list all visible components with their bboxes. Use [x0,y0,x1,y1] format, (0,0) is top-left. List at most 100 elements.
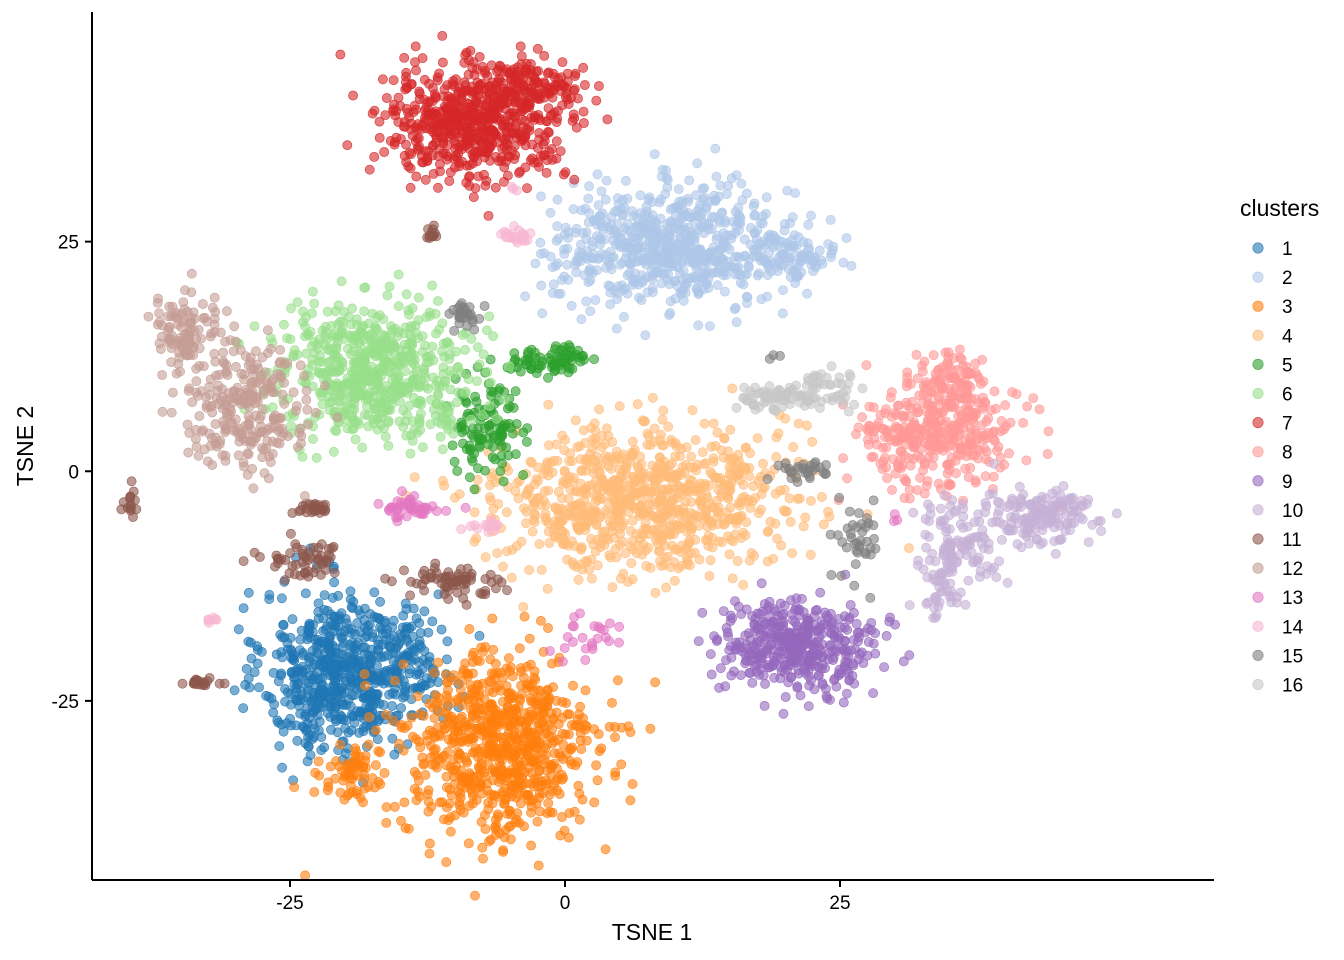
point [628,210,639,221]
point [606,211,617,222]
point [684,175,695,186]
point [642,439,653,450]
point [526,807,536,818]
point [613,675,623,686]
point [358,369,368,380]
point [711,171,722,182]
point [411,795,422,806]
point [861,360,872,371]
point [448,76,459,86]
point [369,105,380,116]
point [468,791,478,801]
point [380,339,391,350]
point [330,612,340,622]
point [271,649,282,660]
point [309,298,320,309]
point [240,680,251,690]
point [578,106,589,117]
point [600,844,611,855]
point [548,682,558,693]
point [633,243,644,254]
point [665,308,676,318]
point [570,415,581,426]
point [566,93,576,103]
point [413,292,424,303]
point [488,430,499,441]
point [387,701,397,711]
point [564,508,574,519]
point [492,668,503,679]
point [734,217,745,228]
point [699,192,710,203]
point [437,797,447,807]
point [345,628,356,638]
point [417,157,428,167]
point [495,761,506,772]
point [766,266,777,277]
point [303,685,314,696]
point [316,390,327,401]
point [614,401,625,412]
point [273,717,284,728]
point [457,420,468,430]
point [557,57,568,67]
point [441,654,452,665]
point [513,493,524,504]
point [1042,449,1053,459]
point [442,636,453,647]
point [1007,387,1018,398]
point [733,269,744,280]
point [381,818,392,828]
point [749,210,760,220]
point [866,452,877,463]
point [392,361,403,371]
point [744,555,755,566]
point [430,308,441,319]
point [525,99,535,110]
point [512,477,523,488]
point [592,484,603,495]
point [457,676,467,687]
point [555,146,566,156]
point [552,455,563,466]
point [543,352,554,363]
point [607,582,618,593]
point [641,561,652,571]
point [407,377,417,388]
point [414,416,425,427]
point [534,792,544,803]
point [771,432,782,443]
point [273,676,284,687]
point [665,296,676,307]
point [880,408,890,418]
point [345,594,356,605]
point [428,727,438,738]
point [409,100,420,111]
point [532,816,543,827]
point [520,291,530,302]
point [370,340,381,350]
point [437,751,448,762]
point [233,624,244,635]
point [805,549,816,560]
point [762,527,773,537]
point [504,666,515,677]
point [401,82,412,93]
point [484,401,495,411]
point [633,540,644,551]
point [423,796,434,807]
point [336,276,347,287]
point [400,366,411,376]
point [439,480,449,491]
point [303,330,314,341]
point [697,183,708,194]
point [531,75,541,86]
point [637,509,647,520]
point [375,397,386,408]
point [410,41,421,52]
point [727,383,738,394]
point [548,279,559,290]
point [777,308,788,319]
point [757,218,768,229]
point [1028,393,1039,403]
